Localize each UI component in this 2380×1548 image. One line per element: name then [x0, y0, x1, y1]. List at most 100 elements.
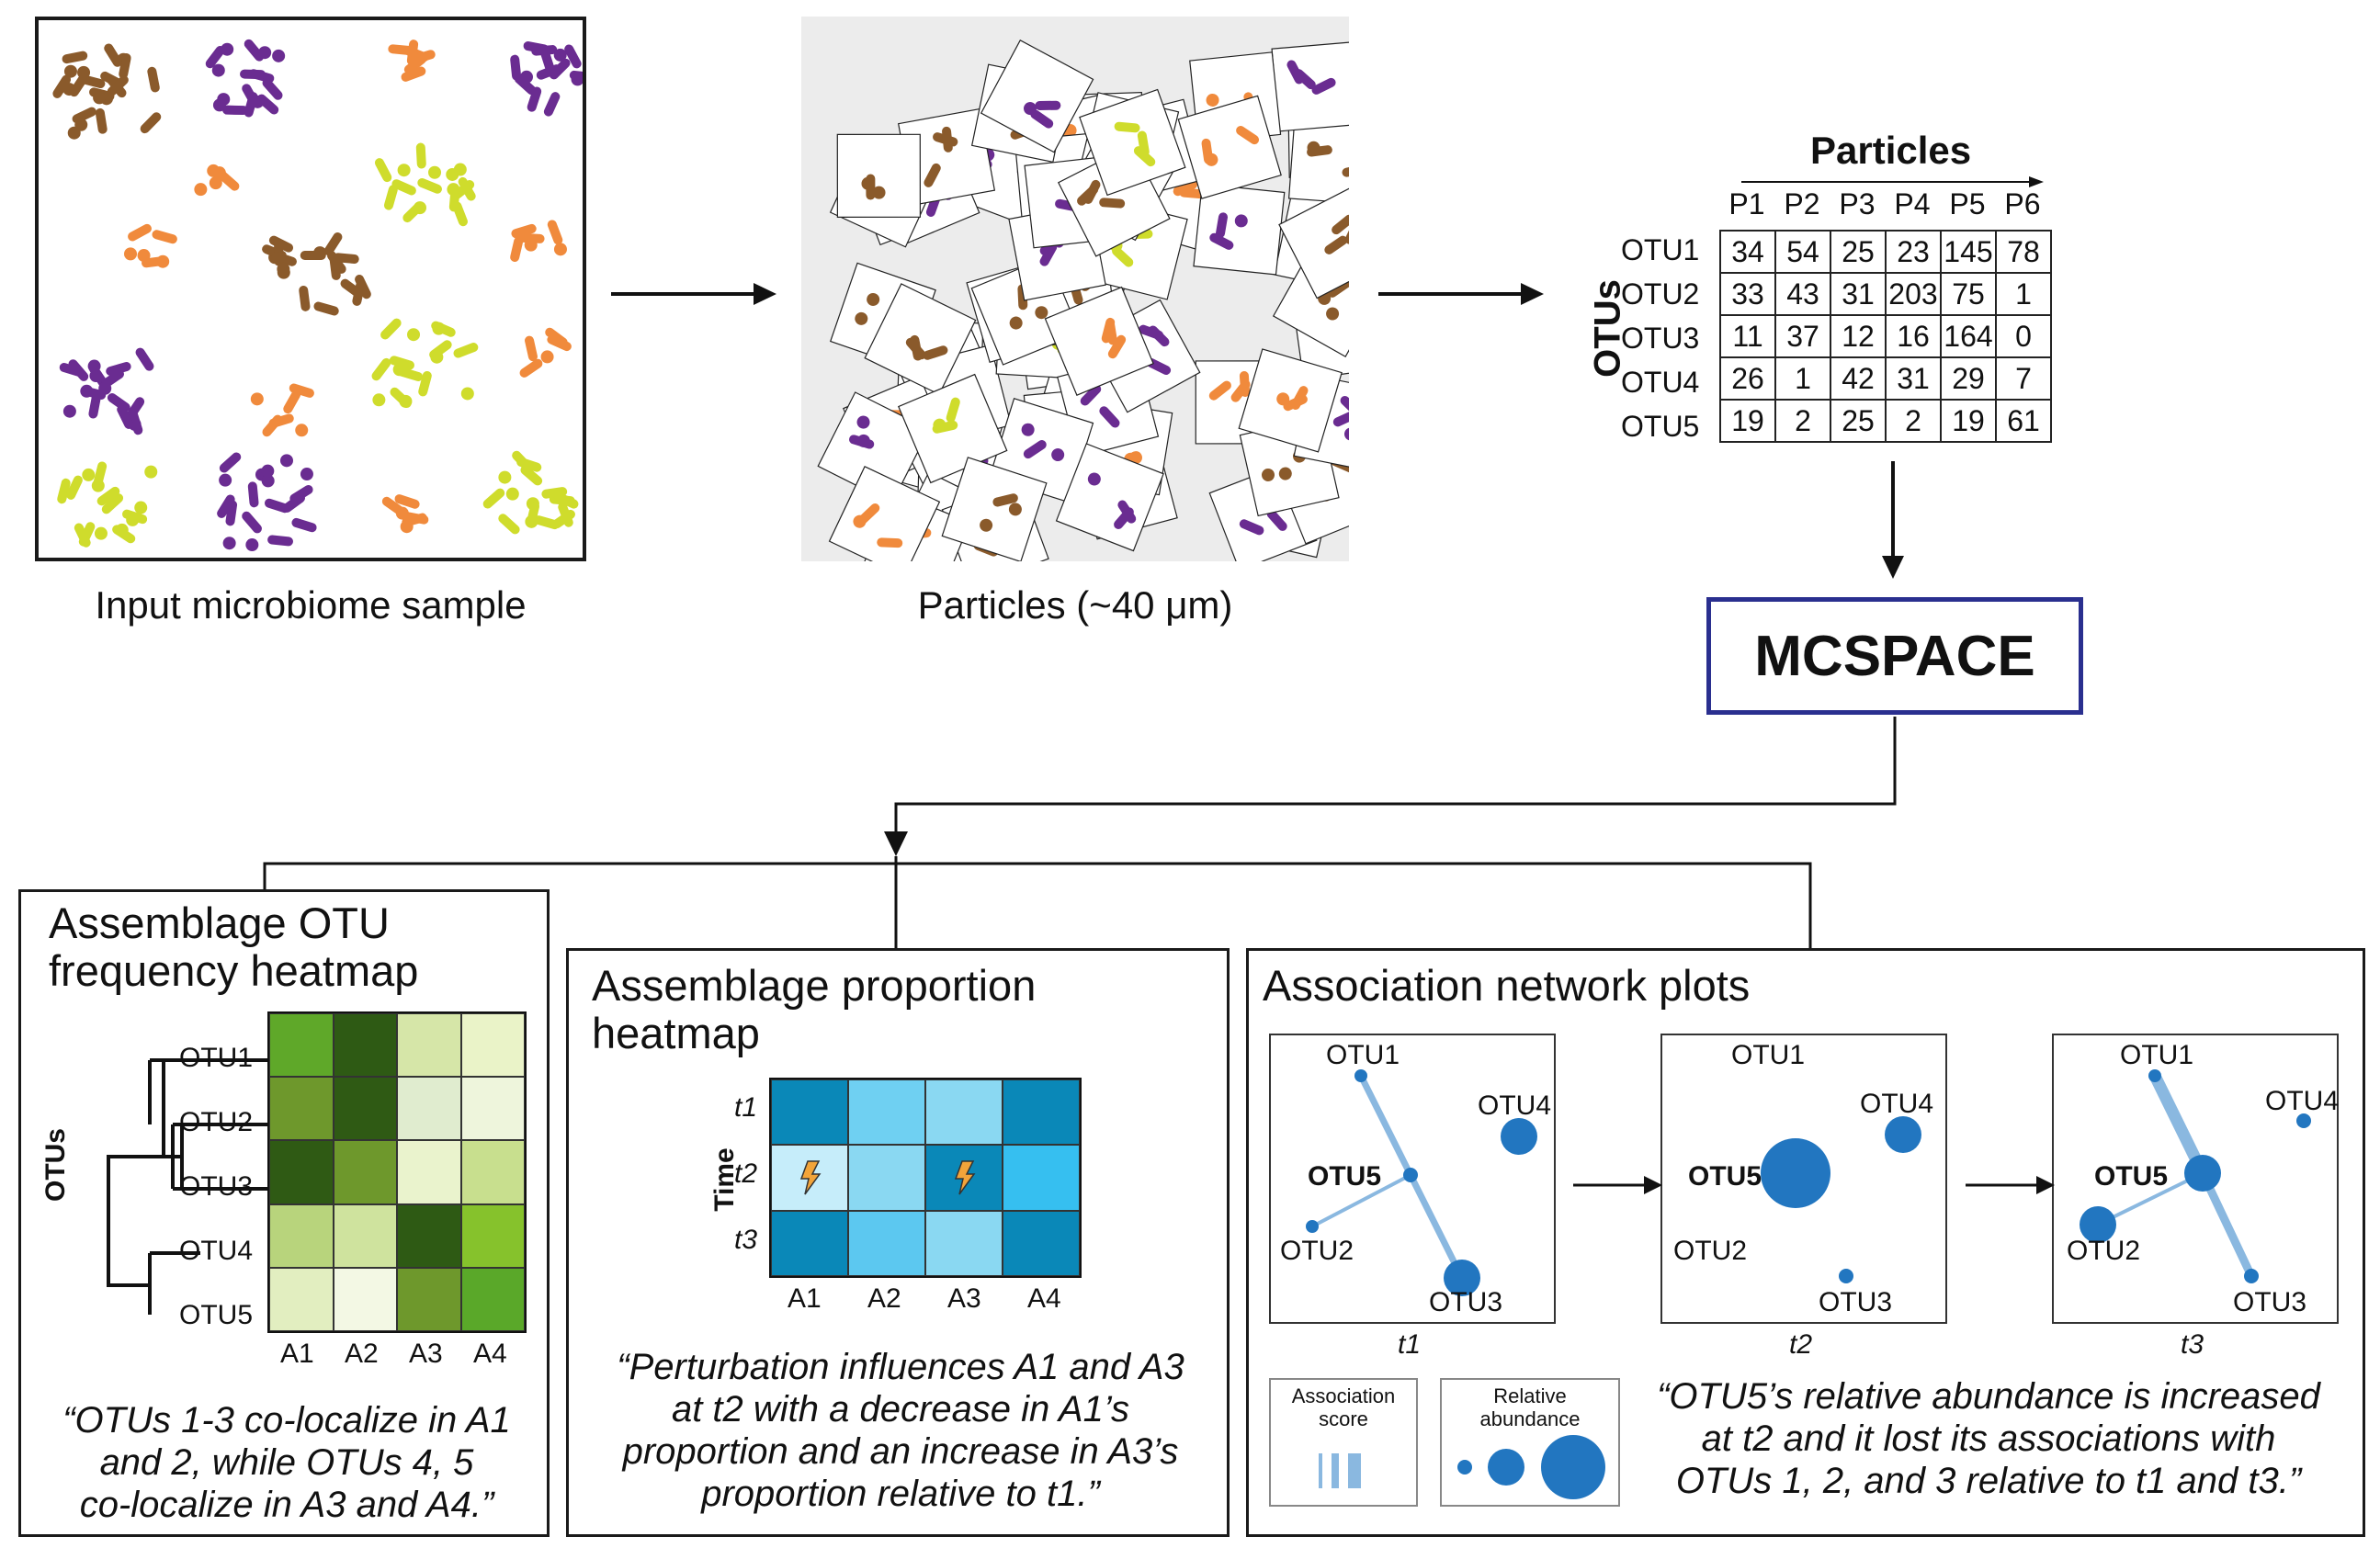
table-row: 26 1 42 31 29 7 — [1719, 356, 2052, 401]
matrix-column-header: P1 — [1728, 187, 1765, 220]
node-label-otu4: OTU4 — [1860, 1089, 1934, 1119]
node-label-otu2: OTU2 — [1673, 1236, 1748, 1266]
particles-illustration — [817, 39, 1392, 600]
heatmap-row-label: OTU1 — [179, 1043, 254, 1073]
node-label-otu3: OTU3 — [1429, 1287, 1503, 1317]
table-cell: 7 — [1995, 356, 2052, 401]
matrix-column-header: P6 — [2004, 187, 2041, 220]
table-cell: 29 — [1940, 356, 1997, 401]
network-node — [2080, 1206, 2116, 1243]
heatmap-cell — [460, 1077, 525, 1141]
heatmap-cell — [1003, 1079, 1080, 1146]
network-graph — [2080, 1069, 2311, 1283]
heatmap-cell — [1003, 1145, 1080, 1211]
heatmap-col-label: A1 — [280, 1339, 314, 1369]
arrow-right-icon — [611, 283, 776, 305]
network-graph — [1761, 1116, 1921, 1283]
node-label-otu1: OTU1 — [1326, 1040, 1400, 1070]
table-row: 34 54 25 23 145 78 — [1719, 230, 2052, 274]
heatmap-row-label: t2 — [734, 1158, 758, 1189]
heatmap-cell — [269, 1077, 334, 1141]
network-graph — [1306, 1069, 1537, 1296]
mcspace-model-box: MCSPACE — [1706, 597, 2083, 715]
network-node — [1306, 1220, 1319, 1233]
table-cell: 78 — [1995, 230, 2052, 274]
heatmap-row-label: t3 — [734, 1225, 758, 1255]
heatmap-cell — [333, 1077, 397, 1141]
heatmap-col-label: A2 — [345, 1339, 379, 1369]
table-cell: 42 — [1830, 356, 1887, 401]
heatmap-cell — [269, 1013, 334, 1078]
heatmap-cell — [848, 1145, 925, 1211]
table-cell: 145 — [1940, 230, 1997, 274]
table-cell: 31 — [1885, 356, 1942, 401]
heatmap-cell — [1003, 1210, 1080, 1276]
table-cell: 203 — [1885, 272, 1942, 316]
network-node — [1761, 1138, 1830, 1208]
heatmap-cell — [397, 1140, 461, 1204]
heatmap-row-label: OTU3 — [179, 1171, 254, 1202]
heatmap-cell — [771, 1210, 848, 1276]
network-node — [2148, 1069, 2161, 1082]
network-plot-t2: OTU1 OTU2 OTU3 OTU4 OTU5 — [1660, 1034, 1947, 1324]
matrix-column-header: P2 — [1784, 187, 1820, 220]
table-cell: 33 — [1719, 272, 1776, 316]
heatmap-cell — [848, 1210, 925, 1276]
table-cell: 2 — [1774, 399, 1831, 443]
network-edge — [2096, 1171, 2204, 1226]
table-cell: 2 — [1885, 399, 1942, 443]
network-edge — [1310, 1173, 1412, 1228]
heatmap-cell — [269, 1267, 334, 1331]
table-cell: 54 — [1774, 230, 1831, 274]
lightning-bolt-icon — [799, 1160, 822, 1195]
table-row: 19 2 25 2 19 61 — [1719, 399, 2052, 443]
network-plot-t3: OTU1 OTU2 OTU3 OTU4 OTU5 — [2052, 1034, 2339, 1324]
legend-relative-abundance: Relative abundance — [1440, 1378, 1620, 1507]
node-label-otu3: OTU3 — [1819, 1287, 1893, 1317]
heatmap-cell — [397, 1077, 461, 1141]
sample-caption: Input microbiome sample — [95, 583, 527, 627]
heatmap-row-label: OTU4 — [179, 1236, 254, 1266]
particles-image — [801, 17, 1392, 600]
heatmap-cell — [333, 1267, 397, 1331]
table-cell: 23 — [1885, 230, 1942, 274]
sample-image — [35, 17, 595, 561]
heatmap-cell — [771, 1079, 848, 1146]
table-cell: 16 — [1885, 314, 1942, 358]
table-row: 11 37 12 16 164 0 — [1719, 314, 2052, 358]
heatmap-cell — [460, 1140, 525, 1204]
heatmap-col-label: A1 — [788, 1283, 822, 1314]
panel-title: Assemblage proportion heatmap — [592, 961, 1037, 1057]
table-cell: 19 — [1940, 399, 1997, 443]
network-node — [1354, 1069, 1367, 1082]
node-label-otu5: OTU5 — [1308, 1161, 1382, 1192]
network-time-label: t2 — [1789, 1329, 1813, 1360]
table-cell: 61 — [1995, 399, 2052, 443]
network-node — [2296, 1113, 2311, 1128]
panel-quote: “OTUs 1-3 co-localize in A1 and 2, while… — [62, 1400, 511, 1525]
network-node — [1501, 1118, 1537, 1155]
heatmap-cell — [397, 1267, 461, 1331]
heatmap-col-label: A3 — [947, 1283, 981, 1314]
table-cell: 12 — [1830, 314, 1887, 358]
table-cell: 1 — [1774, 356, 1831, 401]
heatmap-row-label: OTU5 — [179, 1300, 254, 1330]
heatmap-axis-label: OTUs — [40, 1128, 71, 1203]
otu-frequency-heatmap — [267, 1011, 527, 1333]
network-node — [1444, 1260, 1480, 1296]
heatmap-row-label: t1 — [734, 1092, 758, 1123]
heatmap-cell — [333, 1140, 397, 1204]
matrix-row-header: OTU5 — [1621, 410, 1700, 443]
table-cell: 25 — [1830, 399, 1887, 443]
network-node — [1839, 1269, 1853, 1283]
table-cell: 37 — [1774, 314, 1831, 358]
network-plot-t1: OTU1 OTU2 OTU3 OTU4 OTU5 — [1269, 1034, 1556, 1324]
network-edge — [2198, 1169, 2256, 1281]
node-label-otu5: OTU5 — [1688, 1161, 1762, 1192]
table-cell: 31 — [1830, 272, 1887, 316]
heatmap-col-label: A4 — [1027, 1283, 1061, 1314]
node-label-otu4: OTU4 — [1478, 1090, 1552, 1121]
heatmap-cell — [333, 1203, 397, 1268]
heatmap-cell — [848, 1079, 925, 1146]
heatmap-col-label: A3 — [409, 1339, 443, 1369]
